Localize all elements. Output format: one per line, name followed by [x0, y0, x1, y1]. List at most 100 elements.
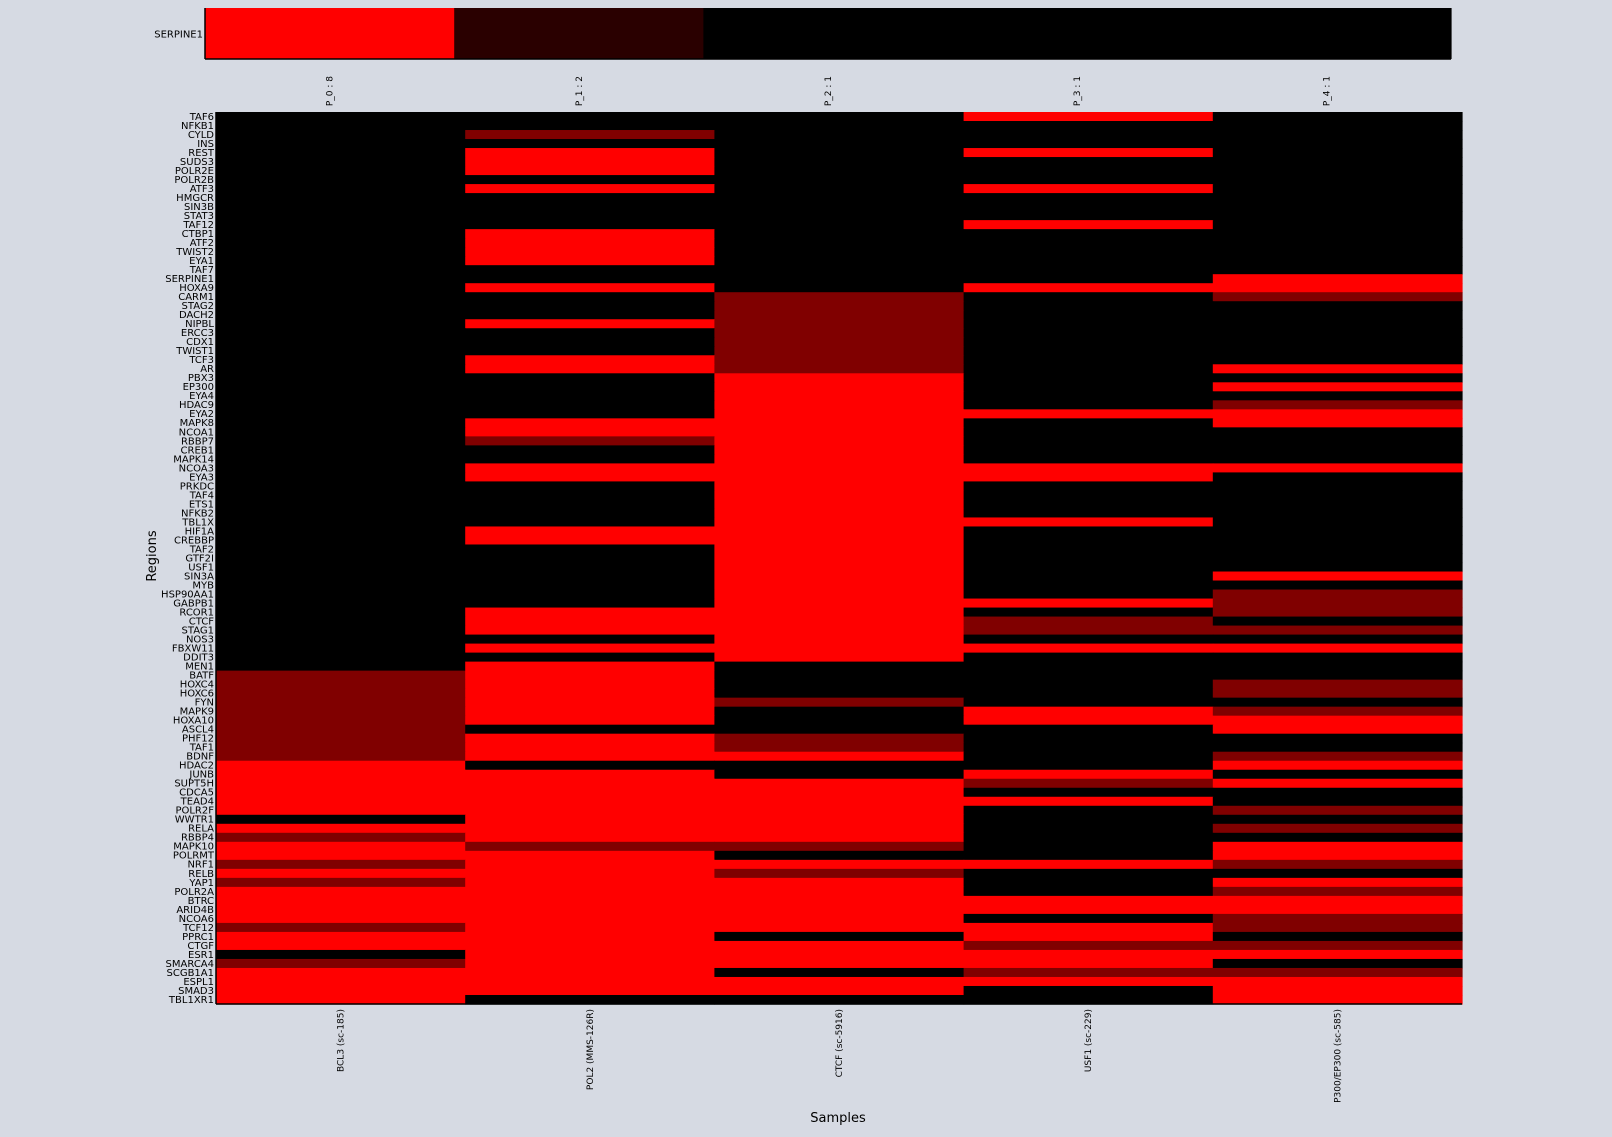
- heatmap-cell: [963, 589, 1214, 600]
- heatmap-cell: [1212, 175, 1463, 185]
- heatmap-cell: [963, 112, 1214, 122]
- heatmap-cell: [1212, 346, 1463, 356]
- heatmap-cell: [714, 922, 965, 933]
- heatmap-cell: [714, 238, 965, 248]
- row-label: NOS3: [186, 634, 214, 645]
- heatmap-cell: [714, 472, 965, 483]
- heatmap-cell: [1212, 310, 1463, 320]
- row-label: TBL1X: [181, 517, 214, 528]
- heatmap-cell: [1212, 931, 1463, 942]
- heatmap-cell: [465, 472, 715, 483]
- row-label: STAT3: [184, 211, 214, 222]
- heatmap-cell: [216, 778, 466, 789]
- heatmap-cell: [963, 247, 1214, 257]
- heatmap-cell: [714, 787, 965, 798]
- heatmap-cell: [963, 607, 1214, 618]
- row-label: ATF3: [190, 184, 214, 195]
- heatmap-cell: [216, 499, 466, 510]
- heatmap-cell: [216, 265, 466, 275]
- heatmap-cell: [465, 778, 715, 789]
- heatmap-cell: [963, 562, 1214, 573]
- row-label: RELA: [188, 824, 214, 835]
- heatmap-cell: [216, 949, 466, 960]
- row-label: BATF: [189, 671, 214, 682]
- heatmap-cell: [963, 886, 1214, 897]
- heatmap-cell: [216, 157, 466, 167]
- heatmap-cell: [963, 139, 1214, 149]
- heatmap-cell: [216, 256, 466, 266]
- row-label: FBXW11: [172, 644, 214, 655]
- row-label: SMARCA4: [166, 959, 214, 970]
- heatmap-cell: [714, 994, 965, 1005]
- heatmap-cell: [216, 895, 466, 906]
- heatmap-cell: [1212, 355, 1463, 365]
- heatmap-cell: [963, 157, 1214, 167]
- heatmap-cell: [1212, 958, 1463, 969]
- heatmap-cell: [1212, 481, 1463, 492]
- heatmap-cell: [465, 319, 715, 329]
- heatmap-cell: [714, 274, 965, 284]
- heatmap-cell: [714, 292, 965, 302]
- heatmap-cell: [216, 670, 466, 681]
- heatmap-cell: [465, 715, 715, 726]
- heatmap-cell: [963, 283, 1214, 293]
- heatmap-cell: [465, 211, 715, 221]
- row-label: DDIT3: [183, 653, 214, 664]
- heatmap-cell: [963, 202, 1214, 212]
- row-label: TWIST1: [175, 346, 214, 357]
- row-label: TAF2: [189, 544, 214, 555]
- heatmap-cell: [1212, 679, 1463, 690]
- heatmap-cell: [963, 184, 1214, 194]
- heatmap-cell: [465, 589, 715, 600]
- heatmap-cell: [1212, 229, 1463, 239]
- heatmap-cell: [216, 292, 466, 302]
- heatmap-cell: [714, 526, 965, 537]
- heatmap-cell: [1212, 652, 1463, 663]
- heatmap-cell: [216, 814, 466, 825]
- heatmap-cell: [465, 400, 715, 410]
- summary-column-label: P_3 : 1: [1073, 76, 1083, 106]
- heatmap-cell: [963, 931, 1214, 942]
- heatmap-cell: [963, 121, 1214, 131]
- heatmap-cell: [465, 985, 715, 996]
- heatmap-cell: [216, 472, 466, 483]
- heatmap-cell: [216, 976, 466, 987]
- heatmap-cell: [465, 562, 715, 573]
- main-heatmap: TAF6NFKB1CYLDINSRESTSUDS3POLR2EPOLR2BATF…: [161, 112, 1463, 1103]
- heatmap-cell: [1212, 454, 1463, 464]
- heatmap-cell: [216, 679, 466, 690]
- heatmap-cell: [465, 931, 715, 942]
- heatmap-cell: [465, 724, 715, 735]
- heatmap-cell: [963, 328, 1214, 338]
- heatmap-cell: [963, 418, 1214, 428]
- heatmap-cell: [216, 517, 466, 528]
- heatmap-cell: [216, 238, 466, 248]
- heatmap-cell: [963, 292, 1214, 302]
- row-label: CREBBP: [174, 535, 214, 546]
- heatmap-cell: [465, 652, 715, 663]
- row-label: CDX1: [186, 337, 214, 348]
- heatmap-cell: [714, 310, 965, 320]
- heatmap-cell: [1212, 112, 1463, 122]
- heatmap-cell: [963, 769, 1214, 780]
- row-label: MAPK14: [173, 454, 214, 465]
- row-label: TAF1: [189, 743, 214, 754]
- heatmap-cell: [216, 328, 466, 338]
- heatmap-cell: [465, 274, 715, 284]
- heatmap-cell: [216, 436, 466, 446]
- heatmap-cell: [465, 202, 715, 212]
- column-label: BCL3 (sc-185): [337, 1009, 347, 1072]
- x-axis-title: Samples: [810, 1111, 866, 1126]
- row-label: TCF3: [188, 355, 214, 366]
- row-label: FYN: [195, 698, 214, 709]
- row-label: TAF6: [189, 112, 214, 123]
- row-label: WWTR1: [175, 815, 214, 826]
- heatmap-cell: [465, 427, 715, 437]
- heatmap-cell: [216, 553, 466, 564]
- heatmap-cell: [216, 715, 466, 726]
- heatmap-cell: [1212, 625, 1463, 636]
- heatmap-cell: [963, 850, 1214, 861]
- heatmap-cell: [465, 850, 715, 861]
- heatmap-cell: [963, 499, 1214, 510]
- heatmap-cell: [216, 760, 466, 771]
